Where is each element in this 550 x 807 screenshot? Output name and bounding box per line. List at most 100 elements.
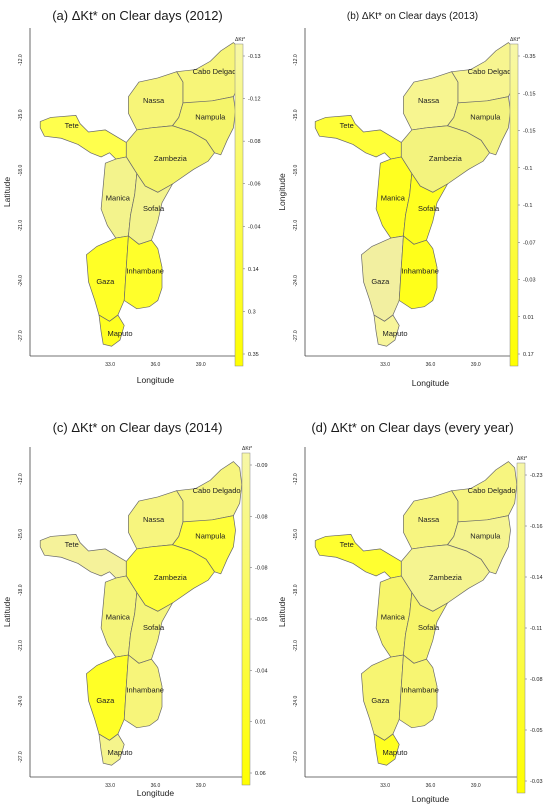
colorbar-tick-label: -0.23 bbox=[530, 473, 543, 479]
map-group: Tete Nassa Cabo Delgado Nampula Zambezia Mani… bbox=[2, 28, 261, 385]
province-label: Sofala bbox=[143, 623, 165, 632]
colorbar-tick-label: 0.3 bbox=[248, 309, 256, 315]
colorbar-tick-label: -0.09 bbox=[255, 463, 268, 469]
y-axis-title: Latitude bbox=[277, 597, 287, 628]
colorbar-tick-label: -0.03 bbox=[530, 779, 543, 785]
province-sofala bbox=[128, 591, 174, 664]
colorbar-tick-label: -0.1 bbox=[523, 166, 532, 172]
x-tick-label: 33.0 bbox=[105, 783, 115, 789]
province-tete bbox=[39, 533, 127, 579]
map-panel-b: Tete Nassa Cabo Delgado Nampula Zambezia Mani… bbox=[275, 0, 550, 400]
x-axis-title: Longitude bbox=[137, 788, 175, 798]
x-tick-label: 39.0 bbox=[196, 783, 206, 789]
province-label: Cabo Delgado bbox=[193, 67, 241, 76]
y-tick-label: -24.0 bbox=[293, 275, 299, 287]
y-tick-label: -18.0 bbox=[293, 584, 299, 596]
colorbar-tick-label: -0.15 bbox=[523, 91, 536, 97]
colorbar-tick-label: -0.16 bbox=[530, 524, 543, 530]
y-tick-label: -21.0 bbox=[293, 220, 299, 232]
map-panel-c: Tete Nassa Cabo Delgado Nampula Zambezia Mani… bbox=[0, 405, 275, 807]
province-label: Maputo bbox=[382, 748, 407, 757]
x-tick-label: 39.0 bbox=[471, 783, 481, 789]
province-gaza bbox=[86, 654, 129, 741]
map-svg-a: Tete Nassa Cabo Delgado Nampula Zambezia Mani… bbox=[2, 28, 261, 385]
province-maputo bbox=[373, 314, 400, 347]
province-label: Manica bbox=[106, 613, 131, 622]
y-tick-label: -27.0 bbox=[293, 330, 299, 342]
y-tick-label: -18.0 bbox=[18, 584, 24, 596]
province-label: Gaza bbox=[371, 277, 390, 286]
colorbar-tick-label: -0.1 bbox=[523, 203, 532, 209]
colorbar-tick-label: 0.35 bbox=[248, 352, 259, 358]
province-sofala bbox=[128, 172, 174, 245]
colorbar-tick-label: -0.08 bbox=[255, 514, 268, 520]
colorbar-tick-label: -0.03 bbox=[523, 278, 536, 284]
province-label: Zambezia bbox=[429, 154, 463, 163]
y-tick-label: -27.0 bbox=[18, 330, 24, 342]
province-label: Inhambane bbox=[401, 685, 439, 694]
province-label: Gaza bbox=[96, 277, 115, 286]
y-tick-label: -12.0 bbox=[293, 54, 299, 66]
x-tick-label: 39.0 bbox=[196, 362, 206, 368]
colorbar-tick-label: -0.08 bbox=[530, 677, 543, 683]
colorbar-tick-label: -0.13 bbox=[248, 54, 261, 60]
colorbar bbox=[509, 43, 519, 367]
province-label: Gaza bbox=[371, 696, 390, 705]
y-tick-label: -15.0 bbox=[293, 109, 299, 121]
colorbar-title: ΔKt* bbox=[242, 446, 252, 452]
province-tete bbox=[314, 533, 402, 579]
province-label: Nassa bbox=[418, 515, 440, 524]
y-axis-title: Latitude bbox=[2, 177, 12, 208]
province-label: Nassa bbox=[418, 96, 440, 105]
colorbar-tick-label: 0.06 bbox=[255, 771, 266, 777]
y-tick-label: -12.0 bbox=[18, 473, 24, 485]
colorbar-tick-label: -0.15 bbox=[523, 129, 536, 135]
colorbar-tick-label: -0.04 bbox=[255, 668, 268, 674]
x-tick-label: 39.0 bbox=[471, 362, 481, 368]
y-axis-title: Latitude bbox=[2, 597, 12, 628]
map-group: Tete Nassa Cabo Delgado Nampula Zambezia Mani… bbox=[2, 446, 268, 798]
province-label: Tete bbox=[340, 540, 354, 549]
y-tick-label: -15.0 bbox=[293, 529, 299, 541]
map-svg-c: Tete Nassa Cabo Delgado Nampula Zambezia Mani… bbox=[2, 446, 268, 798]
map-panel-d: Tete Nassa Cabo Delgado Nampula Zambezia Mani… bbox=[275, 405, 550, 807]
x-tick-label: 36.0 bbox=[426, 362, 436, 368]
y-tick-label: -21.0 bbox=[18, 220, 24, 232]
province-label: Nampula bbox=[195, 113, 226, 122]
province-inhambane bbox=[398, 235, 438, 310]
province-label: Nassa bbox=[143, 515, 165, 524]
province-inhambane bbox=[123, 235, 163, 310]
province-label: Inhambane bbox=[126, 685, 164, 694]
province-inhambane bbox=[398, 654, 438, 729]
y-tick-label: -24.0 bbox=[18, 275, 24, 287]
province-gaza bbox=[86, 235, 129, 322]
colorbar bbox=[241, 452, 251, 786]
x-axis-title: Longitude bbox=[412, 794, 450, 804]
x-axis-title: Longitude bbox=[137, 375, 175, 385]
x-axis-title: Longitude bbox=[412, 378, 450, 388]
province-gaza bbox=[361, 654, 404, 741]
province-sofala bbox=[403, 591, 449, 664]
province-label: Sofala bbox=[143, 204, 165, 213]
y-tick-label: -21.0 bbox=[293, 640, 299, 652]
colorbar-tick-label: -0.35 bbox=[523, 54, 536, 60]
x-tick-label: 33.0 bbox=[105, 362, 115, 368]
colorbar-tick-label: -0.05 bbox=[255, 617, 268, 623]
colorbar-tick-label: -0.06 bbox=[248, 182, 261, 188]
y-tick-label: -27.0 bbox=[18, 751, 24, 763]
province-tete bbox=[39, 114, 127, 160]
province-sofala bbox=[403, 172, 449, 245]
province-label: Maputo bbox=[382, 329, 407, 338]
province-label: Nampula bbox=[470, 532, 501, 541]
y-tick-label: -24.0 bbox=[18, 695, 24, 707]
colorbar-title: ΔKt* bbox=[517, 456, 527, 462]
map-group: Tete Nassa Cabo Delgado Nampula Zambezia Mani… bbox=[277, 447, 543, 804]
province-label: Manica bbox=[381, 194, 406, 203]
panel-title: (a) ΔKt* on Clear days (2012) bbox=[52, 8, 223, 23]
province-label: Maputo bbox=[107, 329, 132, 338]
panel-title: (b) ΔKt* on Clear days (2013) bbox=[346, 11, 479, 22]
province-label: Tete bbox=[340, 121, 354, 130]
province-label: Tete bbox=[65, 540, 79, 549]
province-label: Nampula bbox=[470, 113, 501, 122]
colorbar-tick-label: -0.04 bbox=[248, 224, 261, 230]
